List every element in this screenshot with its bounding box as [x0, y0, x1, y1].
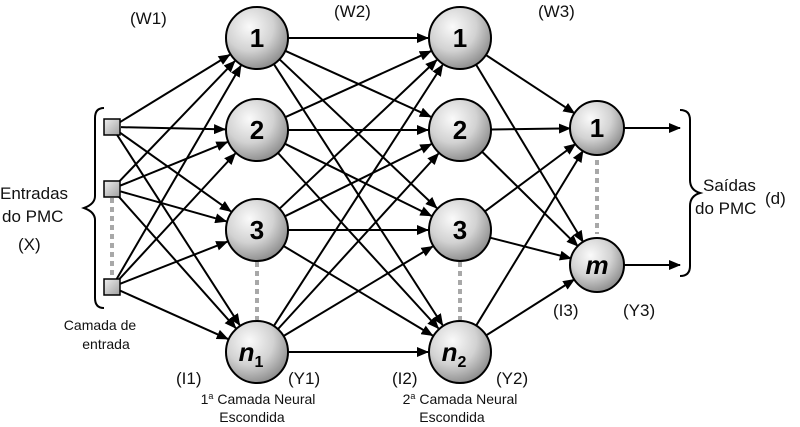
outputs-label-line2: do PMC	[695, 199, 756, 218]
hidden2-neuron-2-circle	[428, 98, 492, 162]
edge-input0-h1n0	[119, 53, 231, 124]
connections	[115, 33, 681, 357]
inputs-symbol: (X)	[18, 235, 41, 254]
edge-input2-h1n3	[119, 289, 229, 340]
hidden2-neuron-1-circle	[428, 6, 492, 70]
edge-h1n2-h2n0	[278, 59, 438, 210]
hidden2-neuron-n2-label: n2	[442, 337, 467, 371]
edge-h2n3-out0	[475, 150, 584, 327]
hidden1-neuron-1-circle	[225, 6, 289, 70]
hidden1-input-label: (I1)	[176, 369, 202, 388]
edge-input1-h1n0	[117, 60, 236, 184]
neurons: 1 2 3 n1 1 2 3 n2 1 m	[103, 6, 625, 384]
edge-h2n2-out0	[484, 143, 577, 213]
hidden2-output-label: (Y2)	[496, 369, 528, 388]
edge-input2-h1n2	[120, 240, 229, 285]
input-node-0	[103, 118, 121, 136]
input-node-1	[103, 180, 121, 198]
hidden1-neuron-1-label: 1	[250, 23, 264, 53]
edge-input2-h1n1	[117, 152, 237, 282]
output-neuron-m-circle	[569, 237, 625, 293]
hidden2-input-label: (I2)	[392, 369, 418, 388]
outputs-symbol: (d)	[765, 189, 786, 208]
output-brace	[679, 109, 704, 277]
hidden1-title-line1: 1a Camada Neural	[201, 391, 316, 407]
hidden2-title-line1: 2a Camada Neural	[403, 391, 518, 407]
edge-input2-h1n0	[115, 64, 242, 280]
edge-input0-h1n1	[120, 124, 227, 135]
hidden2-neuron-3: 3	[428, 198, 492, 262]
input-node-2	[103, 278, 121, 296]
inputs-label-line2: do PMC	[2, 207, 63, 226]
edge-h2n2-out1	[489, 236, 572, 261]
hidden2-neuron-3-label: 3	[453, 215, 467, 245]
edge-h2n0-out1	[475, 64, 584, 243]
edge-h2n1-out0	[490, 123, 572, 134]
hidden2-neuron-2: 2	[428, 98, 492, 162]
output-input-label: (I3)	[553, 301, 579, 320]
edge-input0-h1n2	[118, 131, 232, 213]
edge-input0-h1n3	[116, 134, 241, 326]
hidden2-neuron-1-label: 1	[453, 23, 467, 53]
hidden2-neuron-1: 1	[428, 6, 492, 70]
input-layer-label-line2: entrada	[82, 336, 130, 352]
edge-h1n1-h2n0	[284, 50, 432, 119]
hidden1-neuron-2-circle	[225, 98, 289, 162]
weight-label-w1: (W1)	[130, 9, 167, 28]
hidden1-neuron-n1-label: n1	[239, 337, 264, 371]
output-neuron-1-label: 1	[590, 113, 604, 143]
inputs-label-line1: Entradas	[0, 184, 68, 203]
hidden1-neuron-3: 3	[225, 198, 289, 262]
edge-h1n3-h2n0	[272, 64, 444, 327]
hidden2-neuron-3-circle	[428, 198, 492, 262]
hidden1-neuron-2: 2	[225, 98, 289, 162]
hidden2-title-line2: Escondida	[419, 409, 485, 425]
hidden1-output-label: (Y1)	[288, 369, 320, 388]
hidden2-neuron-n2-circle	[428, 320, 492, 384]
edge-h2n1-out1	[481, 151, 579, 247]
hidden1-neuron-3-label: 3	[250, 215, 264, 245]
weight-label-w2: (W2)	[334, 2, 371, 21]
weight-label-w3: (W3)	[538, 2, 575, 21]
hidden1-neuron-n1-circle	[225, 320, 289, 384]
edge-input1-h1n1	[119, 141, 229, 187]
edge-h1n3-h2n2	[283, 245, 434, 337]
input-layer-label-line1: Camada de	[64, 317, 137, 333]
hidden1-title-line2: Escondida	[219, 409, 285, 425]
hidden2-neuron-2-label: 2	[453, 115, 467, 145]
output-neuron-1-circle	[569, 100, 625, 156]
output-neuron-m-label: m	[585, 250, 608, 280]
output-neuron-m: m	[569, 237, 625, 293]
edge-h1n2-h2n1	[284, 143, 433, 218]
output-output-label: (Y3)	[623, 301, 655, 320]
outputs-label-line1: Saídas	[703, 176, 756, 195]
output-neuron-1: 1	[569, 100, 625, 156]
hidden1-neuron-3-circle	[225, 198, 289, 262]
hidden1-neuron-1: 1	[225, 6, 289, 70]
input-brace	[81, 107, 105, 309]
edge-h1n3-h2n1	[277, 152, 440, 330]
edge-h2n3-out1	[485, 278, 576, 337]
hidden2-neuron-n2: n2	[428, 320, 492, 384]
edge-input1-h1n2	[120, 190, 228, 224]
hidden1-neuron-n1: n1	[225, 320, 289, 384]
edge-h2n0-out0	[485, 54, 576, 115]
hidden1-neuron-2-label: 2	[250, 115, 264, 145]
ellipsis-dots	[110, 160, 599, 320]
